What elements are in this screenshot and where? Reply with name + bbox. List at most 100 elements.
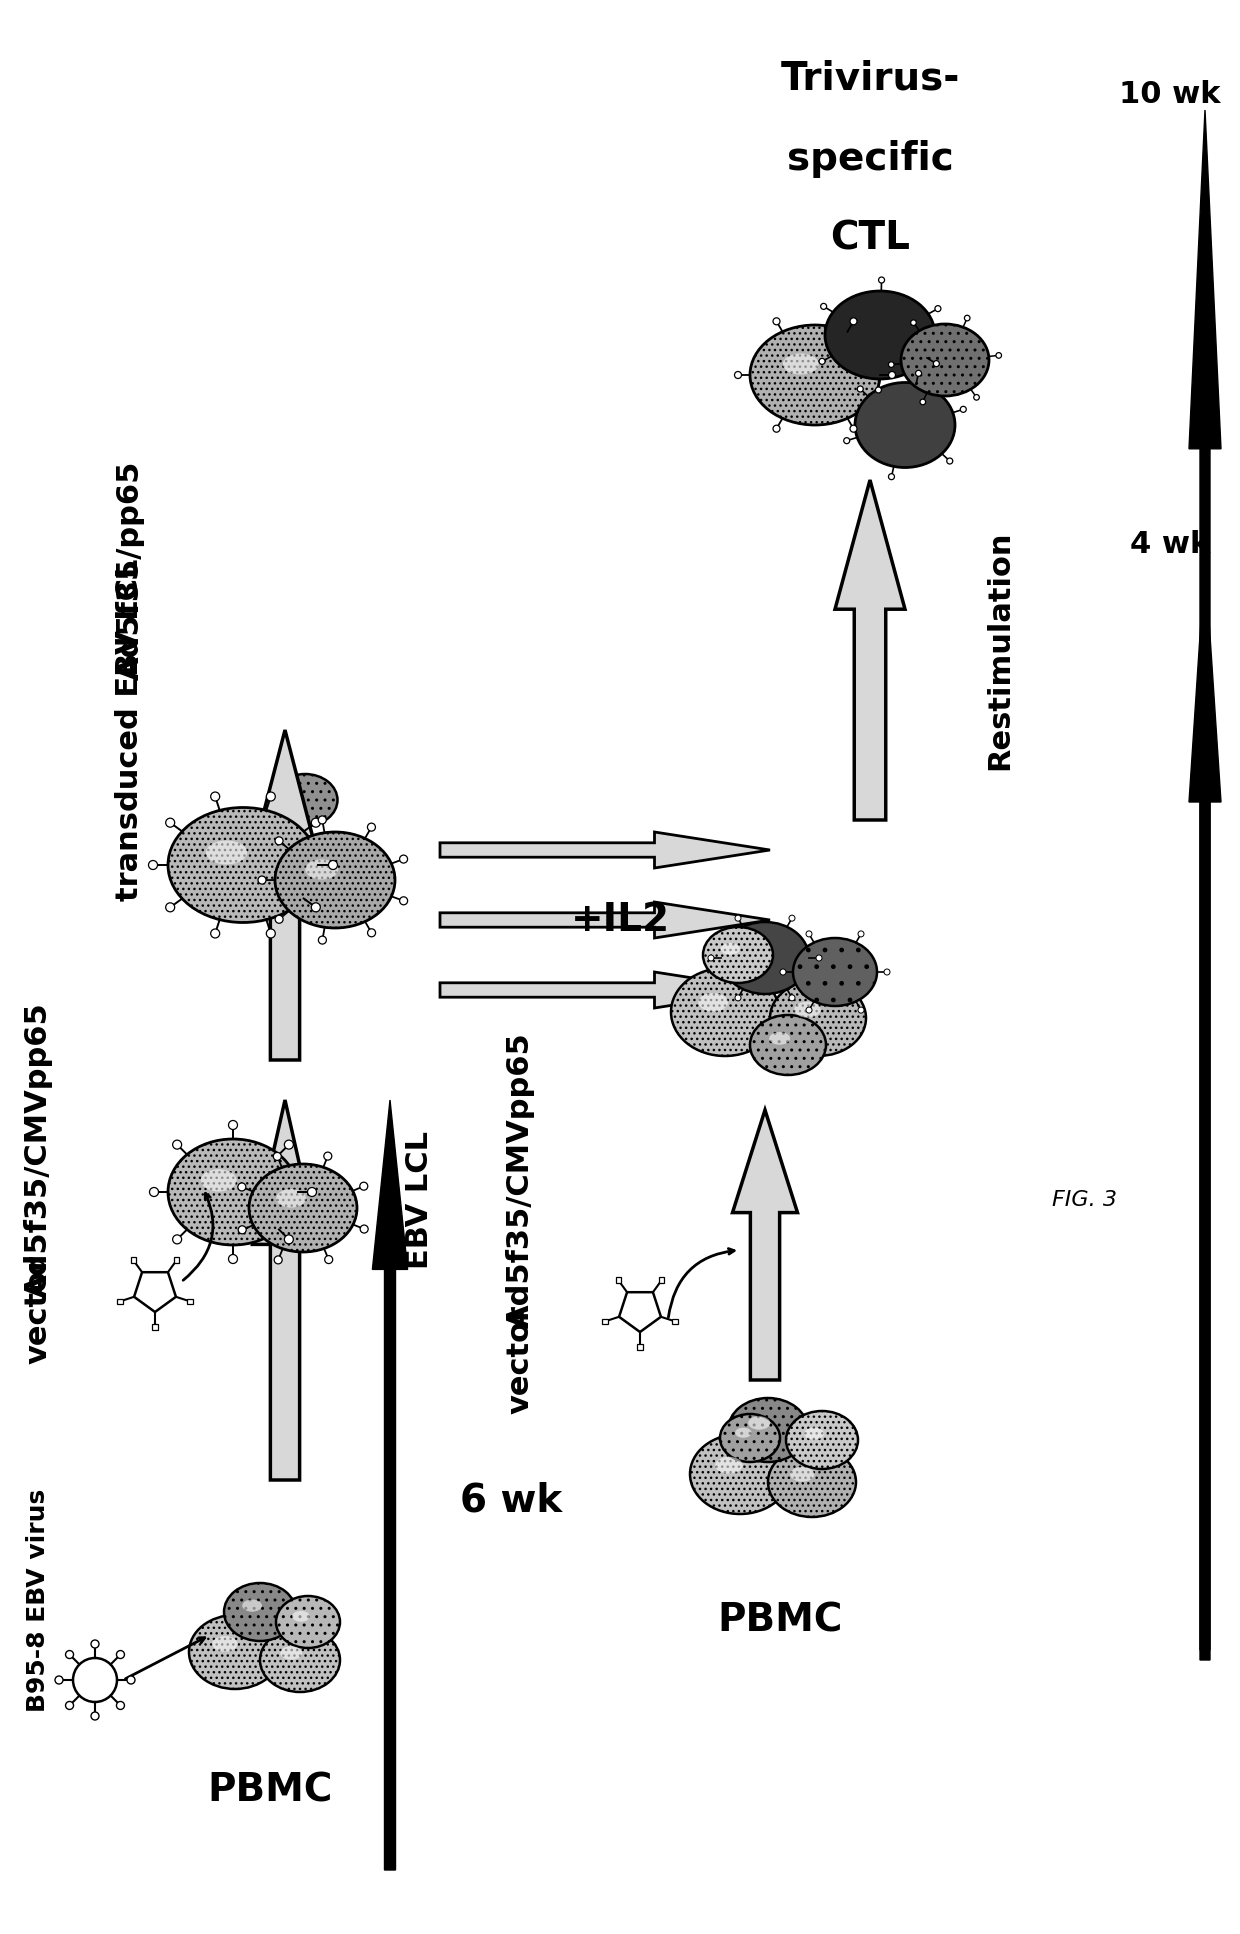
Circle shape (126, 1677, 135, 1685)
Ellipse shape (224, 1584, 296, 1642)
Circle shape (258, 876, 267, 884)
Ellipse shape (206, 841, 247, 864)
Ellipse shape (242, 1599, 262, 1611)
Ellipse shape (305, 859, 339, 880)
Ellipse shape (280, 1646, 303, 1659)
Polygon shape (835, 480, 905, 820)
Ellipse shape (720, 1414, 780, 1462)
Circle shape (284, 1141, 294, 1149)
Polygon shape (619, 1292, 661, 1333)
Circle shape (920, 398, 925, 404)
Ellipse shape (728, 1398, 808, 1462)
Polygon shape (733, 1110, 797, 1381)
Circle shape (884, 969, 890, 975)
Circle shape (889, 371, 895, 379)
Ellipse shape (249, 1164, 357, 1251)
Circle shape (55, 1677, 63, 1685)
Circle shape (267, 928, 275, 938)
Circle shape (367, 824, 376, 832)
Ellipse shape (770, 981, 866, 1056)
Ellipse shape (188, 1615, 281, 1688)
Circle shape (843, 437, 849, 443)
Text: B95-8 EBV virus: B95-8 EBV virus (26, 1489, 50, 1712)
Text: FIG. 3: FIG. 3 (1053, 1189, 1117, 1211)
Text: Trivirus-: Trivirus- (780, 60, 960, 99)
Ellipse shape (703, 926, 773, 982)
Circle shape (238, 1184, 246, 1191)
Circle shape (910, 319, 916, 325)
Circle shape (66, 1702, 73, 1710)
Text: PBMC: PBMC (717, 1601, 843, 1638)
Circle shape (319, 816, 326, 824)
Circle shape (973, 395, 980, 400)
Ellipse shape (293, 1611, 310, 1623)
Ellipse shape (720, 944, 740, 955)
Ellipse shape (856, 383, 955, 468)
Circle shape (91, 1640, 99, 1648)
Ellipse shape (769, 1033, 790, 1044)
Circle shape (889, 362, 894, 367)
Ellipse shape (782, 354, 818, 375)
Circle shape (858, 1008, 864, 1013)
Polygon shape (1189, 561, 1221, 1659)
Bar (672, 1319, 678, 1325)
Circle shape (311, 818, 320, 828)
Circle shape (117, 1650, 124, 1659)
Ellipse shape (715, 1456, 743, 1474)
Circle shape (66, 1650, 73, 1659)
Circle shape (311, 903, 320, 911)
Circle shape (934, 360, 940, 367)
Circle shape (789, 915, 795, 921)
Circle shape (117, 1702, 124, 1710)
Ellipse shape (201, 1170, 237, 1191)
Circle shape (238, 1226, 247, 1234)
Bar (615, 1276, 621, 1282)
Polygon shape (440, 901, 770, 938)
Ellipse shape (735, 1427, 751, 1437)
Circle shape (228, 1120, 238, 1129)
Circle shape (947, 458, 952, 464)
Text: 4 wk: 4 wk (1130, 530, 1210, 559)
Circle shape (91, 1712, 99, 1719)
Ellipse shape (273, 774, 337, 826)
Text: Ad5f35/CMVpp65: Ad5f35/CMVpp65 (506, 1033, 534, 1329)
Ellipse shape (689, 1433, 790, 1514)
Ellipse shape (805, 1427, 823, 1439)
Polygon shape (440, 973, 770, 1008)
Circle shape (849, 317, 857, 325)
Circle shape (857, 387, 863, 393)
Text: +IL2: +IL2 (570, 901, 670, 940)
Polygon shape (253, 729, 317, 1060)
Circle shape (735, 994, 742, 1000)
Ellipse shape (786, 1412, 858, 1470)
Circle shape (849, 425, 857, 431)
Circle shape (935, 306, 941, 311)
Circle shape (821, 304, 827, 309)
Circle shape (915, 369, 921, 377)
Polygon shape (440, 832, 770, 868)
Circle shape (820, 358, 825, 364)
Ellipse shape (794, 938, 877, 1006)
Circle shape (172, 1236, 181, 1244)
Circle shape (325, 1255, 332, 1263)
Circle shape (275, 837, 283, 845)
Circle shape (367, 928, 376, 936)
Circle shape (360, 1224, 368, 1234)
Circle shape (284, 1236, 294, 1244)
Circle shape (172, 1141, 181, 1149)
Circle shape (324, 1153, 332, 1160)
Ellipse shape (768, 1447, 856, 1516)
Ellipse shape (750, 1015, 826, 1075)
Polygon shape (372, 1100, 408, 1870)
Text: PBMC: PBMC (207, 1772, 332, 1808)
Circle shape (806, 930, 812, 936)
Circle shape (150, 1187, 159, 1197)
Bar (174, 1257, 180, 1263)
Text: specific: specific (786, 139, 954, 178)
Text: Restimulation: Restimulation (986, 530, 1014, 770)
Ellipse shape (698, 992, 728, 1011)
Circle shape (166, 818, 175, 828)
Circle shape (166, 903, 175, 911)
Circle shape (780, 969, 786, 975)
Circle shape (211, 793, 219, 801)
